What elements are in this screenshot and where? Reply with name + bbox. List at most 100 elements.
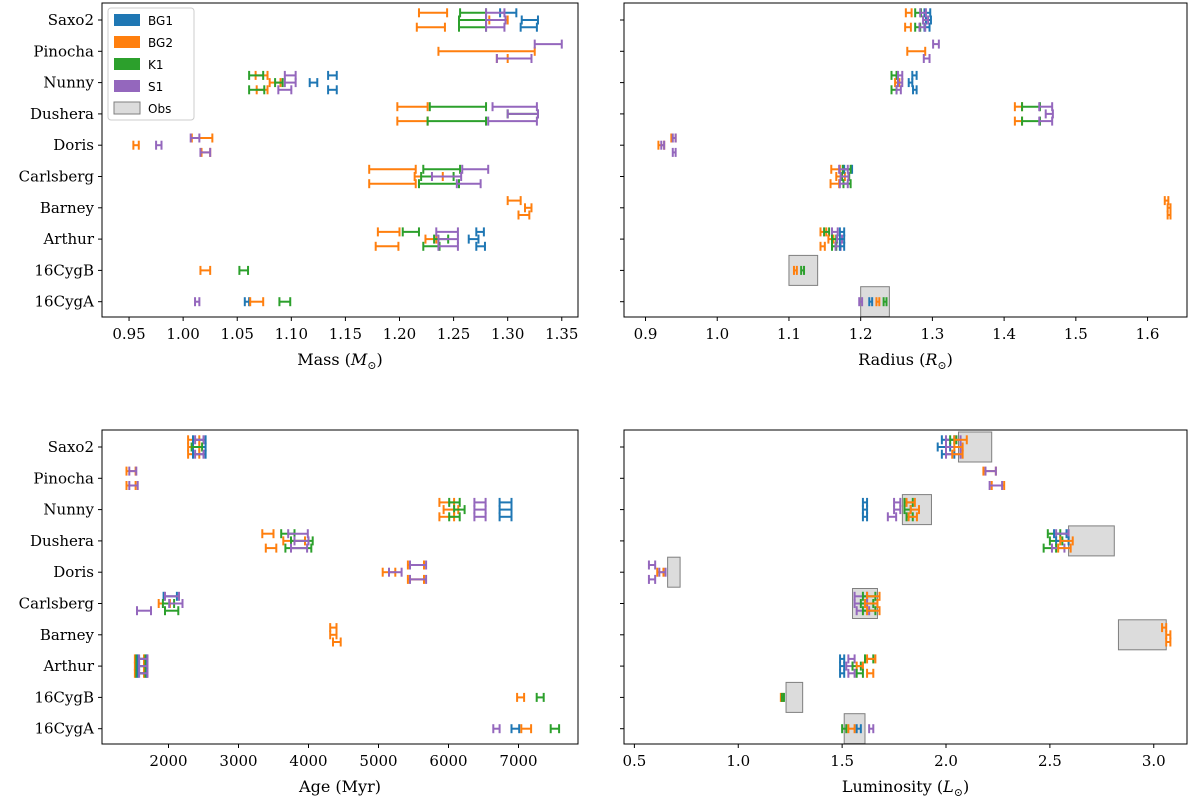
errorbar-s1 — [194, 297, 201, 307]
errorbar-k1 — [1021, 116, 1041, 126]
y-tick-label: Saxo2 — [48, 438, 94, 456]
x-tick-label: 0.5 — [622, 752, 646, 770]
errorbar-s1 — [189, 133, 201, 143]
y-tick-label: Arthur — [42, 657, 94, 675]
errorbar-bg2 — [523, 203, 533, 213]
errorbar-bg2 — [417, 8, 449, 18]
errorbar-bg2 — [329, 630, 338, 640]
errorbar-bg1 — [498, 497, 513, 507]
errorbar-bg2 — [517, 210, 531, 220]
errorbar-bg2 — [1013, 102, 1024, 112]
legend-label-obs: Obs — [148, 102, 171, 116]
errorbar-k1 — [1021, 102, 1041, 112]
errorbar-bg1 — [467, 234, 480, 244]
errorbar-s1 — [533, 39, 563, 49]
errorbar-bg2 — [264, 543, 278, 553]
errorbar-s1 — [473, 497, 487, 507]
legend-swatch-bg2 — [114, 36, 140, 48]
errorbar-bg2 — [906, 46, 927, 56]
errorbar-s1 — [893, 505, 902, 515]
errorbar-s1 — [199, 147, 212, 157]
errorbar-bg2 — [866, 606, 881, 616]
errorbar-bg2 — [437, 46, 536, 56]
obs-box — [1068, 525, 1115, 557]
obs-box — [785, 681, 804, 713]
errorbar-s1 — [988, 481, 1004, 490]
errorbar-k1 — [780, 692, 785, 702]
errorbar-k1 — [401, 227, 420, 237]
errorbar-s1 — [922, 54, 931, 63]
x-tick-label: 1.25 — [437, 325, 470, 343]
errorbar-bg2 — [199, 265, 212, 275]
errorbar-s1 — [487, 116, 538, 126]
errorbar-s1 — [473, 505, 487, 515]
errorbar-bg2 — [905, 497, 916, 507]
errorbar-bg1 — [475, 227, 485, 237]
legend-label-s1: S1 — [148, 80, 163, 94]
x-tick-label: 1.15 — [329, 325, 362, 343]
errorbar-k1 — [248, 70, 265, 80]
errorbar-k1 — [164, 606, 180, 616]
x-tick-label: 1.6 — [1136, 325, 1160, 343]
errorbar-s1 — [128, 481, 139, 490]
errorbar-bg2 — [374, 241, 400, 251]
errorbar-s1 — [491, 102, 538, 112]
legend-label-bg1: BG1 — [148, 14, 173, 28]
x-tick-label: 1.0 — [726, 752, 750, 770]
errorbar-bg1 — [475, 241, 486, 251]
legend-label-bg2: BG2 — [148, 36, 173, 50]
panel-1: Saxo2 Pinocha Nunny Dushera Doris Carlsberg Ba… — [19, 2, 579, 372]
x-tick-label: 1.20 — [383, 325, 416, 343]
errorbar-bg2 — [520, 724, 533, 734]
x-axis-label: Mass (M⊙) — [297, 350, 383, 372]
errorbar-k1 — [890, 70, 898, 80]
errorbar-k1 — [841, 724, 848, 734]
errorbar-bg2 — [516, 692, 526, 702]
errorbar-bg2 — [829, 179, 841, 189]
y-tick-label: Nunny — [43, 501, 94, 519]
errorbar-bg2 — [907, 512, 918, 522]
errorbar-bg1 — [838, 241, 846, 251]
x-tick-label: 2000 — [149, 752, 187, 770]
y-tick-label: Barney — [40, 626, 95, 644]
errorbar-s1 — [895, 85, 902, 95]
legend-swatch-bg1 — [114, 14, 140, 26]
obs-box — [667, 556, 681, 588]
x-tick-label: 1.5 — [1064, 325, 1088, 343]
errorbar-s1 — [455, 179, 482, 189]
errorbar-s1 — [1038, 116, 1054, 126]
errorbar-bg2 — [249, 297, 265, 307]
errorbar-s1 — [164, 591, 180, 601]
errorbar-bg1 — [520, 15, 539, 25]
axes-frame — [101, 429, 579, 745]
errorbar-bg2 — [1059, 536, 1074, 546]
errorbar-bg2 — [819, 241, 826, 251]
errorbar-k1 — [458, 15, 488, 25]
x-tick-label: 1.00 — [166, 325, 199, 343]
errorbar-s1 — [919, 8, 927, 18]
y-tick-label: Carlsberg — [19, 168, 95, 186]
errorbar-s1 — [461, 164, 490, 174]
errorbar-bg2 — [866, 668, 875, 678]
errorbar-s1 — [932, 39, 940, 49]
y-tick-label: Dushera — [30, 532, 94, 550]
errorbar-k1 — [855, 668, 864, 678]
errorbar-s1 — [658, 567, 667, 577]
errorbar-k1 — [800, 265, 806, 275]
errorbar-bg1 — [498, 505, 513, 515]
errorbar-s1 — [435, 227, 459, 237]
errorbar-bg2 — [368, 179, 417, 189]
errorbar-k1 — [426, 116, 488, 126]
errorbar-bg1 — [861, 512, 869, 522]
errorbar-s1 — [136, 606, 152, 616]
errorbar-bg2 — [396, 102, 429, 112]
errorbar-k1 — [428, 102, 488, 112]
errorbar-s1 — [506, 109, 539, 119]
errorbar-s1 — [168, 599, 184, 608]
errorbar-bg2 — [863, 599, 879, 608]
errorbar-k1 — [549, 724, 561, 734]
y-tick-label: Dushera — [30, 105, 94, 123]
errorbar-s1 — [155, 140, 163, 150]
errorbar-s1 — [194, 435, 205, 445]
errorbar-s1 — [896, 78, 904, 88]
